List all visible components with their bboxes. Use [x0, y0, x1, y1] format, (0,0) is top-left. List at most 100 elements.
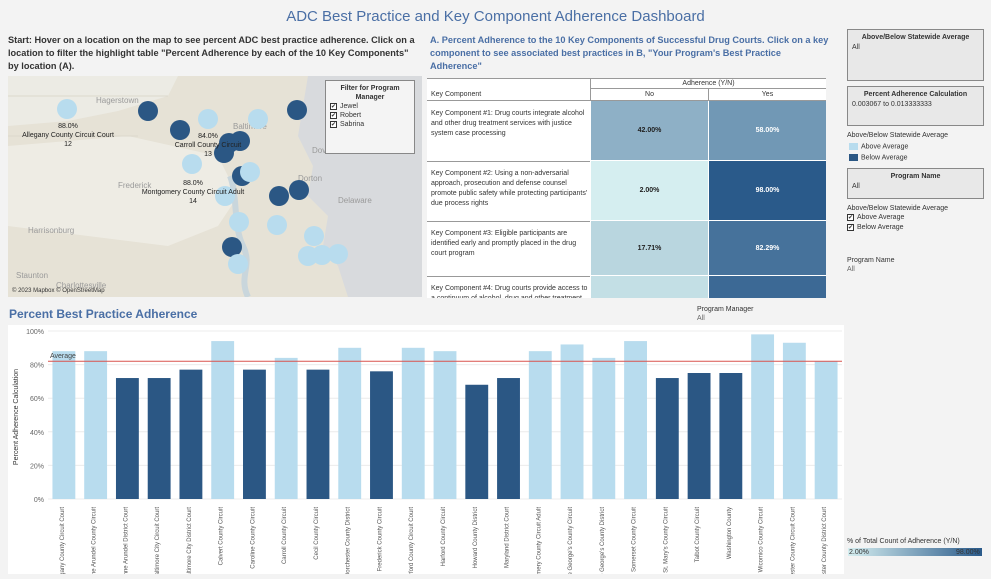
filter2-above-option[interactable]: ✔ Above Average: [847, 214, 904, 221]
map-label-name: Montgomery County Circuit Adult: [141, 189, 245, 196]
bar[interactable]: [370, 371, 393, 499]
x-tick-label: Worcester County District Court: [822, 507, 828, 574]
map-location-dot[interactable]: [298, 246, 318, 266]
chart-title: Percent Best Practice Adherence: [9, 307, 198, 321]
bar[interactable]: [147, 378, 171, 499]
x-tick-label: Anne Arundel County Circuit: [92, 507, 98, 574]
map-place-label: Hagerstown: [96, 96, 139, 105]
bar[interactable]: [814, 361, 838, 499]
bar[interactable]: [401, 347, 425, 499]
adherence-cell-yes[interactable]: 98.00%: [708, 161, 826, 221]
bar[interactable]: [719, 373, 743, 499]
map-place-label: Dorton: [298, 174, 323, 183]
bar[interactable]: [751, 334, 775, 499]
map-location-dot[interactable]: [229, 212, 249, 232]
best-practice-bar-chart[interactable]: 0% 20% 40% 60% 80% 100% Percent Adherence Calc…: [8, 325, 844, 579]
bar[interactable]: [433, 351, 457, 499]
checkbox-icon[interactable]: ✔: [847, 224, 854, 231]
adherence-cell-no[interactable]: 2.00%: [590, 161, 708, 221]
bar[interactable]: [52, 351, 76, 499]
map-label-count: 14: [189, 198, 197, 205]
filter2-title: Above/Below Statewide Average: [847, 205, 949, 212]
adherence-cell-no[interactable]: 17.71%: [590, 221, 708, 276]
bar[interactable]: [560, 344, 584, 499]
bar[interactable]: [179, 369, 203, 499]
bar[interactable]: [592, 357, 616, 499]
y-tick-label: 0%: [34, 497, 44, 504]
filter-option-sabrina[interactable]: ✔ Sabrina: [330, 120, 414, 129]
map-place-label: Harrisonburg: [28, 226, 75, 235]
adherence-cell-yes[interactable]: [708, 276, 826, 298]
map-location-dot[interactable]: [240, 162, 260, 182]
map-location-dot[interactable]: [328, 244, 348, 264]
filter-option-jewel[interactable]: ✔ Jewel: [330, 102, 414, 111]
bar[interactable]: [782, 342, 806, 499]
map-location-dot[interactable]: [198, 109, 218, 129]
map-location-dot[interactable]: [269, 186, 289, 206]
map-location-dot[interactable]: [289, 180, 309, 200]
bar[interactable]: [306, 369, 330, 499]
bar[interactable]: [687, 373, 711, 499]
filter2-below-option[interactable]: ✔ Below Average: [847, 224, 904, 231]
filter-title: Filter for Program Manager: [340, 85, 400, 101]
above-below-filter-box[interactable]: Above/Below Statewide Average All: [847, 29, 984, 81]
key-component-text[interactable]: Key Component #3: Eligible participants …: [431, 230, 577, 257]
gradient-min: 2.00%: [849, 549, 869, 556]
checkbox-icon[interactable]: ✔: [330, 112, 337, 119]
bar[interactable]: [655, 378, 679, 499]
program-name-filter-box[interactable]: Program Name All: [847, 168, 984, 199]
map-location-dot[interactable]: [304, 226, 324, 246]
map-label-pct: 88.0%: [58, 123, 78, 130]
key-component-text[interactable]: Key Component #4: Drug courts provide ac…: [431, 285, 588, 298]
x-tick-label: Talbot County Circuit: [695, 507, 701, 563]
pct-calc-filter-box[interactable]: Percent Adherence Calculation 0.003067 t…: [847, 86, 984, 126]
map-location-dot[interactable]: [138, 101, 158, 121]
map-location-dot[interactable]: [228, 254, 248, 274]
y-axis-label: Percent Adherence Calculation: [13, 369, 20, 465]
key-component-table[interactable]: Adherence (Y/N) Key Component No Yes Key…: [427, 78, 826, 298]
bar[interactable]: [465, 384, 489, 499]
map-location-dot[interactable]: [287, 100, 307, 120]
map-location-dot[interactable]: [215, 186, 235, 206]
map-location-dot[interactable]: [267, 215, 287, 235]
key-component-text[interactable]: Key Component #1: Drug courts integrate …: [431, 110, 585, 137]
bar[interactable]: [624, 341, 647, 499]
filter-option-robert[interactable]: ✔ Robert: [330, 111, 414, 120]
bar[interactable]: [497, 378, 520, 499]
program-manager-filter[interactable]: Filter for Program Manager ✔ Jewel ✔ Rober…: [325, 80, 415, 154]
bar[interactable]: [528, 351, 552, 499]
box-title: Program Name: [890, 173, 941, 180]
checkbox-icon[interactable]: ✔: [330, 103, 337, 110]
bar[interactable]: [243, 369, 266, 499]
map-place-label: Delaware: [338, 196, 372, 205]
legend-above: Above Average: [849, 143, 908, 150]
bar[interactable]: [115, 378, 139, 499]
map-location-dot[interactable]: [248, 109, 268, 129]
above-swatch: [849, 143, 858, 150]
adherence-cell-yes[interactable]: 82.29%: [708, 221, 826, 276]
legend-below: Below Average: [849, 154, 908, 161]
map-location-dot[interactable]: [57, 99, 77, 119]
bar[interactable]: [274, 357, 298, 499]
map-place-label: Dover: [312, 146, 334, 155]
map-location-dot[interactable]: [182, 154, 202, 174]
checkbox-icon[interactable]: ✔: [847, 214, 854, 221]
adherence-cell-no[interactable]: 42.00%: [590, 101, 708, 161]
map-location-dot[interactable]: [214, 143, 234, 163]
bar[interactable]: [338, 347, 362, 499]
bar[interactable]: [84, 351, 108, 499]
map-location-dot[interactable]: [170, 120, 190, 140]
map-location-dot[interactable]: [222, 237, 242, 257]
adherence-cell-no[interactable]: [590, 276, 708, 298]
x-tick-label: St. Mary's County Circuit: [663, 507, 669, 573]
program-name-label: Program Name: [847, 257, 895, 264]
box-value: All: [852, 44, 860, 51]
key-component-text[interactable]: Key Component #2: Using a non-adversaria…: [431, 170, 588, 207]
x-tick-label: Carroll County Circuit: [282, 507, 288, 564]
bar[interactable]: [211, 341, 235, 499]
checkbox-icon[interactable]: ✔: [330, 121, 337, 128]
adherence-cell-yes[interactable]: 58.00%: [708, 101, 826, 161]
map-location-dot[interactable]: [230, 131, 250, 151]
box-title: Above/Below Statewide Average: [861, 34, 970, 41]
y-tick-label: 60%: [30, 396, 44, 403]
